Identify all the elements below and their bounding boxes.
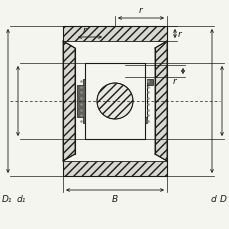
Polygon shape xyxy=(144,80,152,123)
Bar xyxy=(85,64,144,139)
Text: B: B xyxy=(112,194,117,203)
Text: r: r xyxy=(177,30,181,39)
Text: d: d xyxy=(209,194,215,203)
Polygon shape xyxy=(154,42,166,161)
Polygon shape xyxy=(63,27,166,42)
Text: D: D xyxy=(219,194,226,203)
Bar xyxy=(63,27,166,176)
Polygon shape xyxy=(77,80,85,123)
Text: r: r xyxy=(139,6,142,15)
Polygon shape xyxy=(63,42,75,161)
Polygon shape xyxy=(136,64,144,139)
Polygon shape xyxy=(63,161,166,176)
Text: D₁: D₁ xyxy=(2,194,12,203)
Polygon shape xyxy=(85,128,144,139)
Text: r: r xyxy=(83,26,87,35)
Polygon shape xyxy=(85,64,93,139)
Circle shape xyxy=(97,84,132,120)
Polygon shape xyxy=(85,64,144,76)
Text: d₁: d₁ xyxy=(16,194,26,203)
Text: r: r xyxy=(172,77,176,86)
